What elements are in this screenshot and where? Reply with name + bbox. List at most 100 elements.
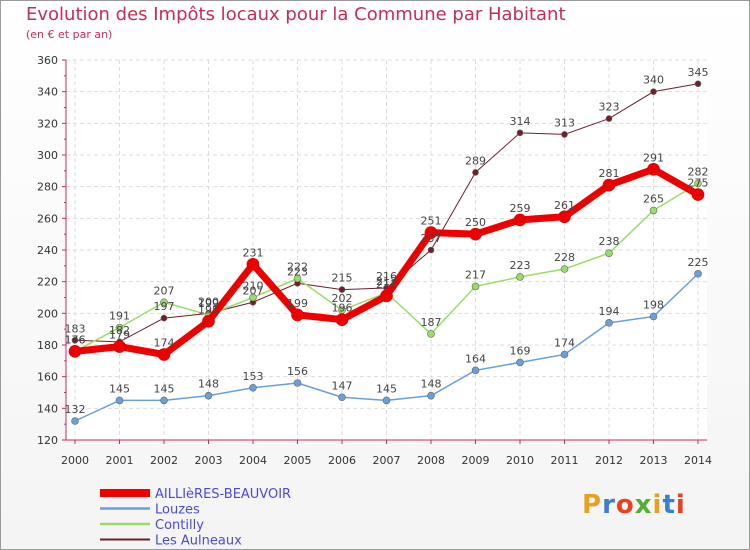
data-label: 213 [376,275,397,288]
x-tick-label: 2000 [61,454,89,467]
data-label: 259 [510,202,531,215]
x-tick-label: 2001 [106,454,134,467]
chart-title: Evolution des Impôts locaux pour la Comm… [26,4,566,25]
x-tick-label: 2012 [595,454,623,467]
data-label: 251 [421,215,442,228]
data-label: 202 [332,292,353,305]
data-point-ailli-res-beauvoir [647,162,660,176]
data-label: 345 [688,66,709,79]
data-label: 199 [287,297,308,310]
data-label: 207 [154,284,175,297]
y-tick-label: 320 [37,117,58,130]
y-tick-label: 240 [37,244,58,257]
data-point-contilly [649,206,658,215]
x-tick-label: 2010 [506,454,534,467]
x-tick-label: 2014 [684,454,712,467]
logo-letter: i [652,490,663,520]
data-point-contilly [115,323,124,332]
data-point-louzes [71,417,79,425]
legend-label: AILLIèRES-BEAUVOIR [155,487,291,502]
y-tick-label: 200 [37,307,58,320]
data-label: 238 [599,235,620,248]
series-group [68,80,705,425]
data-label: 314 [510,115,531,128]
data-point-ailli-res-beauvoir [602,178,616,192]
data-point-louzes [382,396,391,405]
data-label: 179 [109,329,130,342]
x-tick-label: 2002 [150,454,178,467]
y-tick-label: 300 [37,149,58,162]
data-label: 207 [243,284,264,297]
data-label: 237 [421,232,442,245]
data-label: 275 [688,177,709,190]
y-tick-label: 160 [37,371,58,384]
data-label: 215 [332,272,353,285]
data-label: 164 [465,352,486,365]
data-label: 176 [65,333,86,346]
data-point-contilly [160,298,168,307]
data-point-contilly [605,249,613,257]
data-label: 156 [287,365,308,378]
data-point-contilly [560,265,569,273]
data-label: 222 [287,261,308,274]
legend-label: Contilly [155,518,204,533]
data-point-les-aulneaux [338,286,346,293]
data-label: 210 [243,280,264,293]
y-tick-label: 180 [37,339,58,352]
data-point-les-aulneaux [472,169,479,176]
data-point-les-aulneaux [694,80,702,88]
data-label: 211 [376,278,397,291]
y-tick-label: 120 [37,434,58,447]
logo-letter: r [602,490,616,520]
data-point-ailli-res-beauvoir [380,289,393,303]
data-point-contilly [516,273,524,281]
data-point-ailli-res-beauvoir [691,188,705,201]
data-label: 196 [332,302,353,315]
logo-letter: P [582,490,603,520]
data-label: 194 [599,305,620,318]
data-point-louzes [605,319,613,327]
data-labels: 183 182 197 200 207 223 215 216 237 289 314 313 323 3… [65,66,709,416]
data-point-ailli-res-beauvoir [68,345,82,358]
data-point-contilly [471,282,480,291]
data-point-louzes [560,350,569,359]
data-point-ailli-res-beauvoir [513,213,527,227]
data-label: 198 [643,299,664,312]
data-point-louzes [338,393,346,402]
data-label: 223 [287,265,308,278]
data-point-louzes [694,269,702,278]
data-point-ailli-res-beauvoir [424,226,438,239]
x-tick-label: 2006 [328,454,356,467]
logo-letter: t [662,490,676,520]
data-label: 176 [65,333,86,346]
data-point-louzes [293,379,302,387]
data-label: 182 [109,324,130,337]
data-point-les-aulneaux [561,131,568,138]
data-point-louzes [516,358,524,367]
data-point-ailli-res-beauvoir [291,308,304,322]
data-point-louzes [249,383,257,392]
data-point-ailli-res-beauvoir [113,340,126,353]
data-point-contilly [249,293,257,302]
x-tick-label: 2008 [417,454,445,467]
data-point-louzes [471,366,480,375]
data-label: 145 [109,382,130,395]
x-tick-label: 2003 [195,454,223,467]
data-label: 282 [688,166,709,179]
logo-letter: i [675,490,686,520]
data-label: 323 [599,101,620,114]
data-label: 148 [421,378,442,391]
data-point-ailli-res-beauvoir [157,348,171,361]
data-label: 148 [198,378,219,391]
data-label: 174 [554,337,575,350]
data-label: 250 [465,216,486,229]
data-label: 174 [154,337,175,350]
data-label: 153 [243,370,264,383]
data-point-louzes [649,312,658,321]
x-tick-label: 2007 [373,454,401,467]
data-point-ailli-res-beauvoir [558,210,571,224]
x-tick-label: 2011 [551,454,579,467]
x-tick-label: 2009 [462,454,490,467]
